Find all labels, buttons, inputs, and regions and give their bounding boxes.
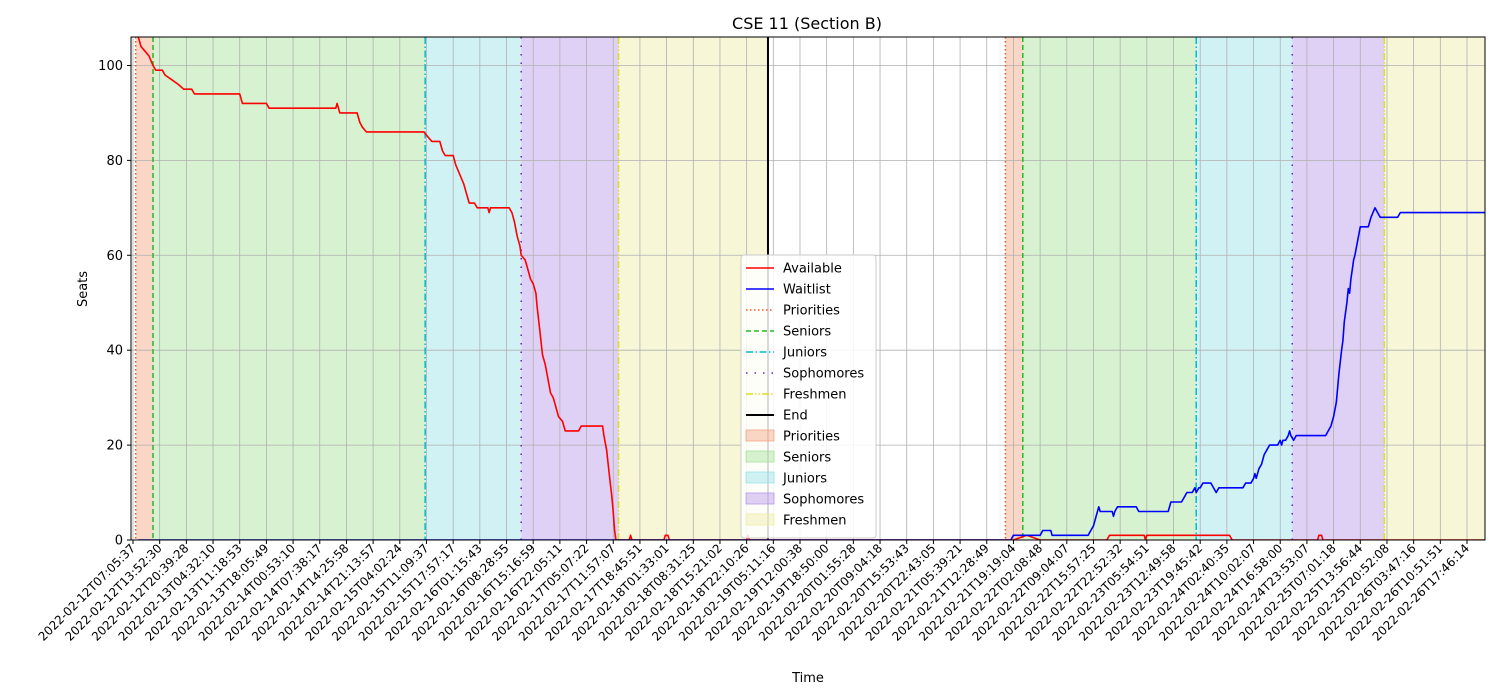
span-priorities [1005, 37, 1023, 540]
y-tick-label: 40 [106, 344, 123, 359]
y-axis-label: Seats [76, 271, 91, 307]
series-line-waitlist [138, 207, 1485, 540]
span-freshmen [1384, 37, 1485, 540]
span-seniors [153, 37, 426, 540]
legend-swatch-patch [745, 471, 775, 484]
legend-label: End [783, 409, 808, 424]
y-axis: 0 20 40 60 80 100 [98, 59, 131, 549]
x-axis-label: Time [791, 671, 824, 686]
legend-label: Freshmen [783, 514, 847, 529]
y-tick-label: 20 [106, 439, 123, 454]
span-sophomores [1292, 37, 1385, 540]
legend-swatch-patch [745, 492, 775, 505]
legend-label: Seniors [783, 451, 831, 466]
span-juniors [425, 37, 522, 540]
legend-label: Seniors [783, 325, 831, 340]
legend-swatch-patch [745, 513, 775, 526]
legend-label: Sophomores [783, 493, 864, 508]
legend-label: Priorities [783, 430, 840, 445]
legend-label: Juniors [782, 472, 827, 487]
gridlines [131, 37, 1485, 541]
legend-swatch-patch [745, 429, 775, 442]
legend-label: Freshmen [783, 388, 847, 403]
span-priorities [135, 37, 154, 540]
legend-label: Juniors [782, 346, 827, 361]
legend-label: Priorities [783, 304, 840, 319]
legend-box [740, 254, 877, 539]
legend-label: Waitlist [783, 283, 831, 298]
y-tick-label: 60 [106, 249, 123, 264]
legend-label: Sophomores [783, 367, 864, 382]
legend-swatch-patch [745, 450, 775, 463]
span-juniors [1196, 37, 1293, 540]
span-seniors [1022, 37, 1197, 540]
span-sophomores [521, 37, 619, 540]
legend: Available Waitlist Priorities Seniors Junior… [740, 254, 877, 539]
y-tick-label: 100 [98, 59, 123, 74]
y-tick-label: 0 [115, 534, 123, 549]
x-axis: 2022-02-12T07:05:372022-02-12T13:52:3020… [36, 540, 1472, 644]
plot-frame [130, 36, 1486, 541]
legend-label: Available [783, 262, 842, 277]
y-tick-label: 80 [106, 154, 123, 169]
chart-title: CSE 11 (Section B) [732, 14, 882, 33]
